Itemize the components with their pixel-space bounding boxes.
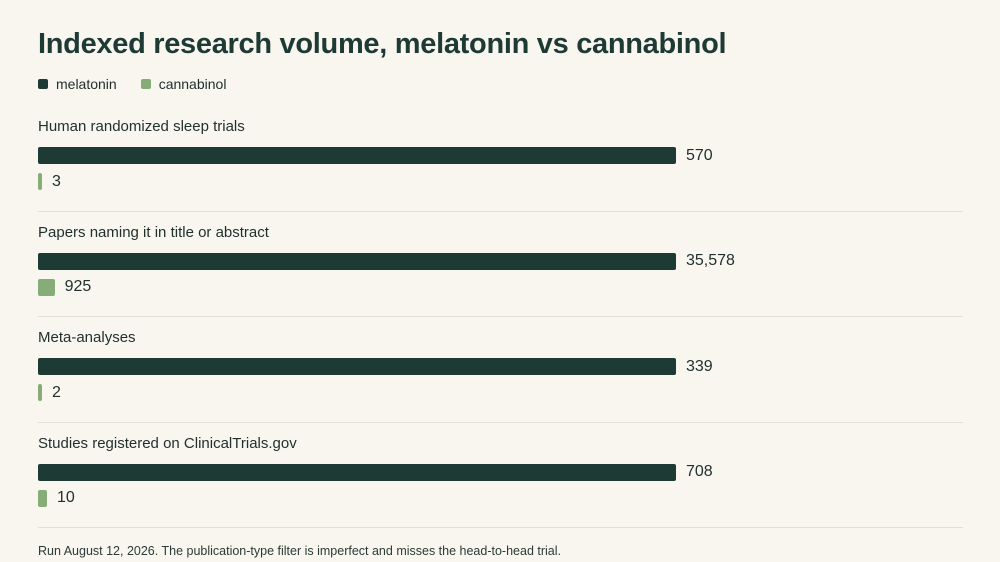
bar-value-label: 339 bbox=[686, 357, 713, 375]
bar-cannabinol bbox=[38, 384, 42, 401]
bar-cannabinol bbox=[38, 489, 47, 507]
bar-cannabinol bbox=[38, 278, 55, 296]
bar-value-label: 10 bbox=[57, 489, 75, 506]
bar-groups: Human randomized sleep trials 570 3 Papers … bbox=[38, 106, 963, 528]
bar-value-label: 3 bbox=[52, 172, 61, 190]
bar-melatonin bbox=[38, 252, 676, 270]
bar-melatonin bbox=[38, 463, 676, 481]
chart-title: Indexed research volume, melatonin vs ca… bbox=[38, 28, 727, 60]
bar-value-label: 2 bbox=[52, 383, 61, 401]
category-label: Studies registered on ClinicalTrials.gov bbox=[38, 434, 297, 452]
legend-swatch-cannabinol bbox=[140, 79, 151, 89]
chart-legend: melatonin cannabinol bbox=[38, 76, 226, 92]
bar-row-melatonin: 339 bbox=[38, 358, 713, 375]
bar-row-cannabinol: 2 bbox=[38, 384, 61, 401]
bar-melatonin bbox=[38, 358, 676, 375]
category-label: Human randomized sleep trials bbox=[38, 118, 245, 135]
bar-value-label: 925 bbox=[64, 278, 92, 295]
bar-melatonin bbox=[38, 147, 676, 164]
bar-value-label: 35,578 bbox=[686, 252, 735, 269]
bar-row-melatonin: 708 bbox=[38, 463, 713, 481]
footnote: Run August 12, 2026. The publication-typ… bbox=[38, 544, 561, 558]
bar-group: Meta-analyses 339 2 bbox=[38, 317, 963, 423]
bar-group: Human randomized sleep trials 570 3 bbox=[38, 106, 963, 212]
legend-label-melatonin: melatonin bbox=[56, 76, 117, 92]
bar-row-cannabinol: 10 bbox=[38, 489, 75, 507]
bar-row-cannabinol: 3 bbox=[38, 173, 61, 190]
legend-swatch-melatonin bbox=[38, 79, 48, 89]
legend-item-melatonin: melatonin bbox=[38, 76, 117, 92]
category-label: Meta-analyses bbox=[38, 329, 136, 346]
bar-group: Papers naming it in title or abstract 35,… bbox=[38, 212, 963, 317]
bar-value-label: 570 bbox=[686, 146, 713, 164]
bar-group: Studies registered on ClinicalTrials.gov… bbox=[38, 423, 963, 528]
legend-item-cannabinol: cannabinol bbox=[140, 76, 227, 92]
bar-cannabinol bbox=[38, 173, 42, 190]
category-label: Papers naming it in title or abstract bbox=[38, 223, 269, 241]
legend-label-cannabinol: cannabinol bbox=[158, 76, 227, 92]
bar-row-cannabinol: 925 bbox=[38, 278, 92, 296]
bar-row-melatonin: 570 bbox=[38, 147, 713, 164]
bar-value-label: 708 bbox=[686, 463, 713, 480]
bar-row-melatonin: 35,578 bbox=[38, 252, 735, 270]
